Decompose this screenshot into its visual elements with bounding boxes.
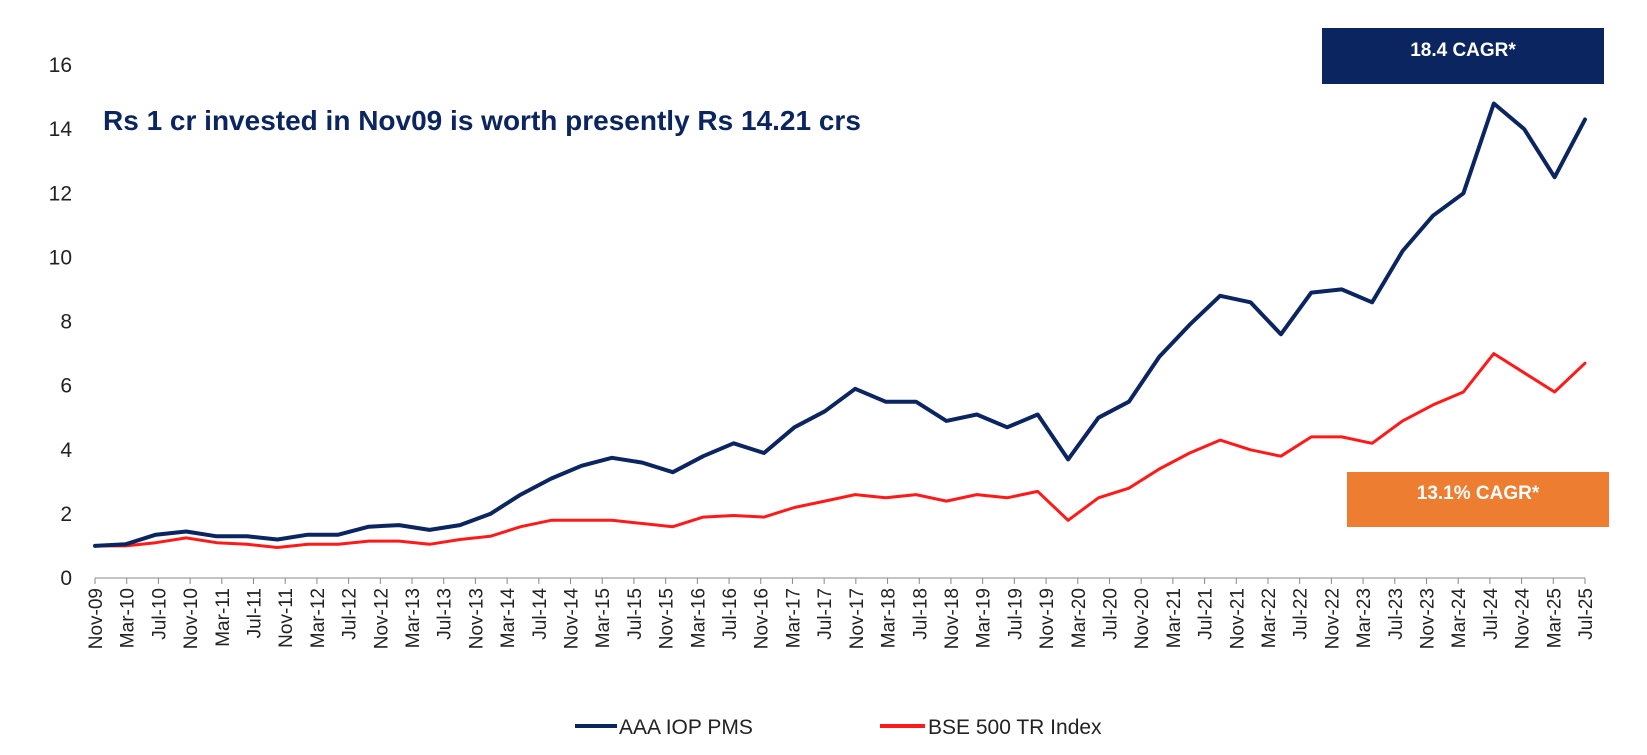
y-tick-label: 8 [60, 311, 72, 334]
x-tick-label: Nov-18 [942, 588, 963, 649]
x-tick-label: Mar-10 [118, 588, 139, 648]
x-tick-label: Nov-23 [1417, 588, 1438, 649]
x-tick-label: Nov-20 [1132, 588, 1153, 649]
x-tick-label: Mar-17 [783, 588, 804, 648]
legend-item-aaa: AAA IOP PMS [575, 716, 753, 739]
cagr-box-bse: 13.1% CAGR* [1347, 472, 1609, 527]
x-tick-label: Jul-17 [815, 588, 836, 640]
x-tick-label: Nov-19 [1037, 588, 1058, 649]
series-layer [93, 101, 1587, 549]
x-tick-label: Nov-14 [562, 588, 583, 650]
x-tick-label: Nov-24 [1513, 588, 1534, 650]
x-tick-label: Jul-25 [1576, 588, 1597, 640]
cagr-box-aaa: 18.4 CAGR* [1322, 28, 1604, 84]
cagr-box-aaa-bg [1322, 28, 1604, 84]
x-axis: Nov-09 Mar-10 Jul-10 Nov-10 Mar-11 Jul-11 Nov-… [86, 577, 1597, 650]
x-tick-label: Mar-13 [403, 588, 424, 648]
x-tick-label: Mar-20 [1069, 588, 1090, 648]
cagr-label-bse: 13.1% CAGR* [1417, 483, 1540, 504]
x-tick-label: Jul-18 [910, 588, 931, 640]
x-tick-label: Nov-11 [276, 588, 297, 648]
y-tick-label: 10 [49, 246, 72, 269]
y-tick-label: 12 [49, 182, 72, 205]
y-tick-label: 16 [49, 54, 72, 77]
x-tick-label: Jul-24 [1481, 588, 1502, 640]
x-tick-label: Mar-21 [1164, 588, 1185, 648]
x-tick-label: Mar-16 [688, 588, 709, 648]
x-tick-label: Jul-22 [1291, 588, 1312, 640]
legend-item-bse: BSE 500 TR Index [880, 716, 1102, 739]
x-tick-label: Mar-18 [879, 588, 900, 648]
x-tick-label: Jul-16 [720, 588, 741, 640]
x-tick-label: Jul-20 [1100, 588, 1121, 640]
x-tick-label: Nov-21 [1227, 588, 1248, 649]
x-tick-label: Nov-17 [847, 588, 868, 649]
legend: AAA IOP PMS BSE 500 TR Index [575, 716, 1102, 739]
x-tick-label: Nov-12 [371, 588, 392, 649]
legend-label-bse: BSE 500 TR Index [928, 716, 1102, 739]
x-tick-label: Jul-21 [1196, 588, 1217, 640]
x-tick-label: Mar-11 [213, 588, 234, 647]
x-tick-label: Nov-13 [466, 588, 487, 649]
x-tick-label: Nov-15 [657, 588, 678, 649]
x-tick-label: Mar-22 [1259, 588, 1280, 648]
cagr-box-bse-bg [1347, 472, 1609, 527]
x-tick-label: Mar-23 [1354, 588, 1375, 648]
cagr-label-aaa: 18.4 CAGR* [1410, 40, 1516, 61]
x-tick-label: Mar-24 [1449, 588, 1470, 649]
x-tick-label: Mar-19 [974, 588, 995, 648]
x-tick-label: Jul-23 [1386, 588, 1407, 640]
x-tick-label: Mar-25 [1544, 588, 1565, 648]
x-tick-label: Mar-14 [498, 588, 519, 649]
x-tick-label: Jul-10 [149, 588, 170, 640]
chart-annotation: Rs 1 cr invested in Nov09 is worth prese… [103, 105, 861, 136]
legend-label-aaa: AAA IOP PMS [619, 716, 753, 739]
x-tick-label: Jul-11 [245, 588, 266, 638]
series-line-bse [93, 352, 1587, 549]
y-axis: 0 2 4 6 8 10 12 14 16 [49, 54, 73, 590]
x-tick-label: Jul-19 [1005, 588, 1026, 640]
y-tick-label: 6 [60, 375, 72, 398]
x-tick-label: Mar-15 [593, 588, 614, 648]
x-tick-label: Mar-12 [308, 588, 329, 648]
x-tick-label: Jul-15 [625, 588, 646, 640]
y-tick-label: 2 [60, 503, 72, 526]
y-tick-label: 0 [60, 567, 72, 590]
y-tick-label: 4 [60, 439, 72, 462]
x-tick-label: Nov-09 [86, 588, 107, 649]
x-tick-label: Jul-14 [530, 588, 551, 640]
x-tick-label: Jul-12 [340, 588, 361, 640]
series-line-aaa [93, 101, 1587, 548]
y-tick-label: 14 [49, 118, 73, 141]
x-tick-label: Nov-10 [181, 588, 202, 649]
x-tick-label: Jul-13 [435, 588, 456, 640]
x-tick-label: Nov-16 [752, 588, 773, 649]
x-tick-label: Nov-22 [1322, 588, 1343, 649]
